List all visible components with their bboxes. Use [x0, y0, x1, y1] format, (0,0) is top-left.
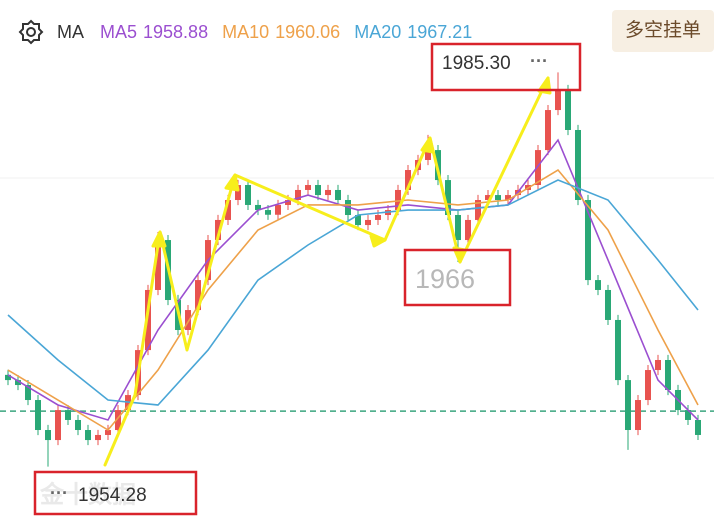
arrow-head	[369, 234, 387, 248]
candle-body	[605, 289, 611, 320]
candle-body	[215, 219, 221, 241]
candle-body	[285, 200, 291, 205]
candle-body	[565, 89, 571, 130]
dots-icon: ···	[530, 51, 548, 71]
candle-body	[35, 400, 41, 431]
legend-value: 1958.88	[143, 22, 208, 42]
watermark: 金十数据	[39, 480, 136, 508]
candle-body	[245, 185, 251, 205]
candle-body	[15, 380, 21, 386]
candle-body	[695, 419, 701, 435]
candle-body	[535, 150, 541, 186]
highlight-box	[33, 470, 198, 516]
arrow-head	[224, 173, 240, 192]
dots-icon: ···	[50, 483, 68, 503]
candle-body	[395, 189, 401, 211]
order-button-label[interactable]: 多空挂单	[625, 19, 701, 41]
candle-body	[665, 359, 671, 390]
candle-body	[255, 204, 261, 211]
highlight-box	[430, 42, 582, 92]
candle-body	[55, 410, 61, 441]
candle-body	[685, 410, 691, 420]
candle-body	[325, 189, 331, 196]
candle-body	[185, 310, 191, 331]
candle-body	[235, 185, 241, 201]
candle-body	[265, 210, 271, 215]
candle-body	[545, 110, 551, 151]
legend-name: MA5	[100, 22, 137, 42]
candle-body	[445, 180, 451, 216]
candle-body	[655, 359, 661, 371]
candle-body	[105, 430, 111, 435]
candle-body	[465, 219, 471, 241]
toolbar: MA MA5 1958.88 MA10 1960.06 MA20 1967.21 多空挂单	[18, 10, 714, 52]
arrow-head	[151, 230, 167, 248]
candle-body	[555, 89, 561, 111]
marks	[0, 72, 714, 467]
candle-body	[305, 185, 311, 190]
order-button[interactable]	[612, 10, 714, 52]
annotation-label: 1966	[415, 264, 475, 294]
candle-body	[645, 370, 651, 401]
candle-body	[295, 189, 301, 201]
candle-body	[495, 195, 501, 201]
arrow-path	[103, 76, 550, 467]
candle-body	[575, 129, 581, 201]
candle-body	[615, 319, 621, 381]
highlight-box	[403, 248, 512, 307]
candle-body	[195, 280, 201, 311]
candle-body	[25, 385, 31, 401]
candle-body	[505, 195, 511, 201]
candle-body	[625, 380, 631, 431]
high-label: 1985.30	[442, 53, 511, 74]
legend-value: 1967.21	[407, 22, 472, 42]
candle-body	[425, 150, 431, 160]
candle-body	[115, 410, 121, 431]
candle-body	[475, 200, 481, 220]
candle-body	[485, 195, 491, 201]
candle-body	[595, 280, 601, 290]
candle-body	[635, 400, 641, 431]
candle-body	[375, 215, 381, 220]
legend-name: MA10	[222, 22, 269, 42]
ma-line	[7, 138, 699, 421]
indicator-label: MA	[57, 22, 84, 42]
candle-body	[365, 219, 371, 226]
candle-body	[65, 410, 71, 420]
settings-icon[interactable]	[18, 19, 44, 45]
candle-body	[5, 374, 11, 381]
legend: MA5 1958.88 MA10 1960.06 MA20 1967.21	[100, 22, 472, 42]
candle-body	[45, 430, 51, 441]
candle-body	[275, 204, 281, 215]
candle-body	[405, 170, 411, 190]
candle-body	[75, 419, 81, 431]
candle-body	[455, 215, 461, 241]
ma-line	[7, 168, 699, 432]
low-label: 1954.28	[78, 485, 147, 506]
legend-name: MA20	[354, 22, 401, 42]
candle-body	[585, 200, 591, 281]
candle-body	[355, 215, 361, 226]
candle-body	[225, 200, 231, 220]
legend-value: 1960.06	[275, 22, 340, 42]
candle-body	[95, 434, 101, 441]
ma-line	[7, 179, 699, 406]
candle-body	[155, 240, 161, 290]
candle-body	[85, 430, 91, 441]
candle-body	[315, 185, 321, 196]
arrow-head	[420, 136, 435, 154]
yellow-arrows	[103, 76, 552, 467]
candle-body	[335, 189, 341, 201]
